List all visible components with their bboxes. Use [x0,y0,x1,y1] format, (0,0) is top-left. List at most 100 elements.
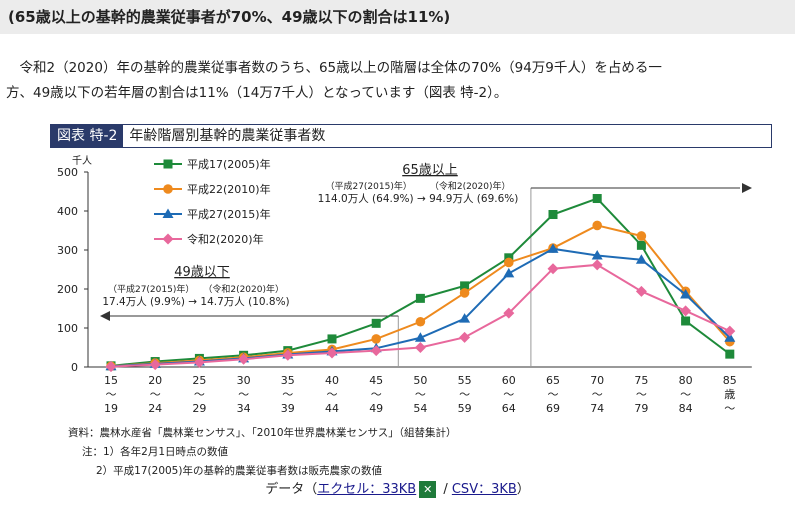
series-1-point [371,318,381,328]
x-tick-label: 30 [237,374,251,387]
series-3-legend-marker [162,208,174,218]
series-4-point [635,285,647,297]
y-tick-label: 100 [57,322,78,335]
x-tick-label: ～ [150,388,161,401]
series-4-point [370,345,382,357]
under49-sub: （平成27(2015)年） （令和2(2020)年） [108,283,284,295]
x-tick-label: 20 [148,374,162,387]
download-separator: / [439,482,452,497]
series-1-legend-label: 平成17(2005)年 [187,157,271,171]
x-tick-label: ～ [548,388,559,401]
x-tick-label: 45 [369,374,383,387]
y-tick-label: 400 [57,205,78,218]
y-unit-label: 千人 [72,155,92,167]
x-tick-label: ～ [371,388,382,401]
x-tick-label: 84 [679,402,693,415]
x-tick-label: 15 [104,374,118,387]
section-heading: (65歳以上の基幹的農業従事者が70%、49歳以下の割合は11%) [0,0,795,34]
series-2-point [636,231,647,241]
series-4-point [193,356,205,368]
excel-icon[interactable]: ✕ [419,481,437,498]
series-4-point [105,361,117,373]
series-4-point [680,305,692,317]
under49-label: 49歳以下 [174,265,230,280]
x-tick-label: ～ [636,388,647,401]
x-tick-label: 85 [723,374,737,387]
over65-arrow-head [742,183,752,193]
series-4-point [326,347,338,359]
download-prefix: データ（ [265,482,318,497]
series-3-point [591,249,603,260]
figure-tag: 図表 特-2 [51,125,124,147]
x-tick-label: ～ [415,388,426,401]
x-tick-label: 60 [502,374,516,387]
x-tick-label: ～ [724,402,735,415]
x-tick-label: 19 [104,402,118,415]
excel-link[interactable]: エクセル：33KB [317,482,417,497]
figure-title-bar: 図表 特-2 年齢階層別基幹的農業従事者数 [50,124,772,148]
series-4-point [459,331,471,343]
x-tick-label: 歳 [724,388,735,401]
x-tick-label: 25 [192,374,206,387]
figure-title: 年齢階層別基幹的農業従事者数 [129,128,326,144]
series-2-point [592,220,602,231]
x-tick-label: 29 [192,402,206,415]
series-2-legend-marker [163,184,173,194]
x-tick-label: ～ [459,388,470,401]
series-3-point [724,332,736,342]
series-1-point [592,194,602,204]
series-3-point [635,254,647,264]
note-1: 注：1）各年2月1日時点の数値 [82,446,229,458]
series-1-point [681,316,691,326]
x-tick-label: 69 [546,402,560,415]
x-tick-label: 64 [502,402,516,415]
download-suffix: ） [516,482,530,497]
x-tick-label: ～ [503,388,514,401]
series-4-point [503,307,515,319]
x-tick-label: 74 [590,402,604,415]
x-tick-label: 49 [369,402,383,415]
under49-arrow-head [100,311,110,321]
series-3-point [680,288,692,299]
series-1-point [548,210,558,220]
x-tick-label: ～ [327,388,338,401]
x-tick-label: 40 [325,374,339,387]
x-tick-label: 79 [634,402,648,415]
series-1-point [327,334,337,344]
y-tick-label: 200 [57,283,78,296]
series-3-point [547,243,559,253]
over65-value: 114.0万人 (64.9%) → 94.9万人 (69.6%) [318,193,519,205]
series-1-point [415,293,425,303]
note-2: 2）平成17(2005)年の基幹的農業従事者数は販売農家の数値 [96,465,382,477]
series-4-point [238,353,250,365]
series-4-point [414,342,426,353]
series-4-legend-label: 令和2(2020)年 [187,232,264,246]
series-2-point [371,334,382,344]
x-tick-label: ～ [106,388,117,401]
series-4-point [724,325,736,337]
x-tick-label: ～ [680,388,691,401]
series-1-legend-marker [163,159,173,169]
x-tick-label: 35 [281,374,295,387]
series-4-point [547,263,559,275]
x-tick-label: 24 [148,402,162,415]
series-3-legend-label: 平成27(2015)年 [187,207,271,221]
y-tick-label: 300 [57,244,78,257]
x-tick-label: ～ [282,388,293,401]
y-tick-label: 500 [57,166,78,179]
under49-value: 17.4万人 (9.9%) → 14.7万人 (10.8%) [102,296,289,308]
x-tick-label: 55 [458,374,472,387]
x-tick-label: 59 [458,402,472,415]
series-1-point [460,281,470,291]
series-4-legend-marker [162,233,174,245]
series-4-point [282,349,294,361]
x-tick-label: 34 [237,402,251,415]
x-tick-label: ～ [592,388,603,401]
paragraph-line-1: 令和2（2020）年の基幹的農業従事者数のうち、65歳以上の階層は全体の70%（… [6,60,662,76]
data-download: データ（エクセル：33KB ✕ / CSV：3KB） [0,478,795,498]
series-3-point [414,332,426,342]
note-source: 資料：農林水産省「農林業センサス」、「2010年世界農林業センサス」（組替集計） [68,427,457,439]
series-3-point [459,313,471,323]
series-1-point [636,240,646,250]
csv-link[interactable]: CSV：3KB [451,482,517,497]
